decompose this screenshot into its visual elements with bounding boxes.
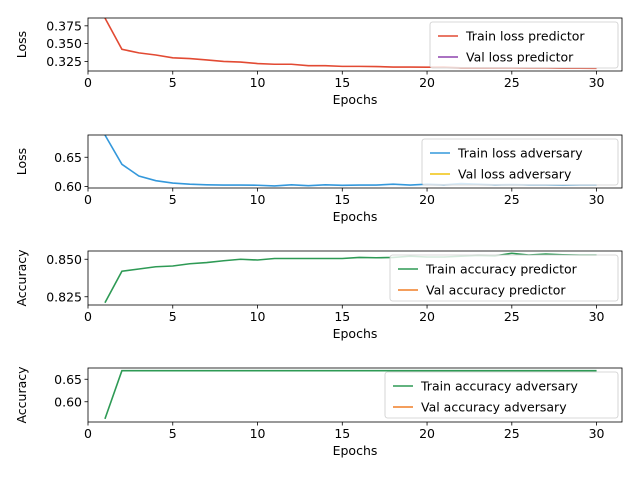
x-tick-label: 30 (589, 75, 605, 90)
y-tick-label: 0.325 (46, 54, 82, 69)
legend: Train loss predictor Val loss predictor (429, 21, 619, 69)
x-tick-label: 10 (250, 75, 266, 90)
y-axis-label: Loss (14, 31, 29, 58)
y-tick-label: 0.65 (54, 372, 82, 387)
y-tick-label: 0.350 (46, 36, 82, 51)
y-tick-label: 0.65 (54, 150, 82, 165)
x-tick-label: 15 (334, 192, 350, 207)
y-tick-label: 0.825 (46, 289, 82, 304)
legend-entry: Train loss adversary (457, 146, 583, 161)
chart-panel-3: 0 5 10 15 20 25 30 0.825 0.850 Epochs Accuracy Trai… (14, 249, 623, 341)
x-axis-label: Epochs (333, 209, 378, 224)
x-tick-label: 30 (589, 309, 605, 324)
x-tick-label: 20 (419, 75, 435, 90)
legend: Train loss adversary Val loss adversary (421, 138, 619, 186)
chart-panel-4: 0 5 10 15 20 25 30 0.60 0.65 Epochs Accuracy Train … (14, 366, 623, 458)
legend-entry: Train accuracy adversary (420, 379, 578, 394)
legend-entry: Val loss predictor (466, 50, 574, 65)
legend-box (429, 21, 619, 69)
legend-entry: Val accuracy adversary (421, 400, 567, 415)
axes-frame (87, 250, 623, 306)
x-tick-label: 30 (589, 426, 605, 441)
x-tick-label: 15 (334, 426, 350, 441)
x-tick-label: 15 (334, 75, 350, 90)
x-tick-label: 0 (84, 309, 92, 324)
x-tick-label: 20 (419, 192, 435, 207)
legend-entry: Train accuracy predictor (425, 262, 578, 277)
axes-frame (87, 17, 623, 72)
x-tick-label: 5 (169, 192, 177, 207)
x-tick-label: 10 (250, 309, 266, 324)
x-tick-label: 0 (84, 192, 92, 207)
series-line-1 (104, 252, 597, 304)
x-tick-label: 15 (334, 309, 350, 324)
y-tick-label: 0.60 (54, 179, 82, 194)
y-axis-label: Accuracy (14, 249, 29, 307)
series-line-1 (104, 369, 597, 420)
axes-frame (87, 134, 623, 189)
x-tick-label: 10 (250, 426, 266, 441)
x-tick-label: 5 (169, 426, 177, 441)
x-tick-label: 20 (419, 426, 435, 441)
legend-entry: Val loss adversary (458, 167, 572, 182)
legend-entry: Val accuracy predictor (426, 283, 566, 298)
x-tick-label: 20 (419, 309, 435, 324)
x-tick-label: 25 (504, 192, 520, 207)
chart-panel-1: 0 5 10 15 20 25 30 0.325 0.350 0.375 Epochs Loss Tra… (14, 17, 623, 107)
legend-box (384, 371, 619, 419)
x-axis-label: Epochs (333, 326, 378, 341)
axes-frame (87, 367, 623, 423)
x-tick-label: 0 (84, 426, 92, 441)
x-tick-label: 30 (589, 192, 605, 207)
y-tick-label: 0.850 (46, 252, 82, 267)
y-tick-label: 0.60 (54, 394, 82, 409)
legend-box (421, 138, 619, 186)
legend: Train accuracy predictor Val accuracy pre… (389, 254, 619, 302)
x-tick-label: 10 (250, 192, 266, 207)
x-tick-label: 5 (169, 309, 177, 324)
x-tick-label: 0 (84, 75, 92, 90)
chart-panel-2: 0 5 10 15 20 25 30 0.60 0.65 Epochs Loss Train loss… (14, 134, 623, 224)
legend-entry: Train loss predictor (465, 29, 585, 44)
y-axis-label: Loss (14, 148, 29, 175)
legend-box (389, 254, 619, 302)
legend: Train accuracy adversary Val accuracy adv… (384, 371, 619, 419)
x-tick-label: 25 (504, 75, 520, 90)
y-axis-label: Accuracy (14, 366, 29, 424)
x-tick-label: 5 (169, 75, 177, 90)
x-tick-label: 25 (504, 426, 520, 441)
x-axis-label: Epochs (333, 443, 378, 458)
y-tick-label: 0.375 (46, 18, 82, 33)
x-axis-label: Epochs (333, 92, 378, 107)
x-tick-label: 25 (504, 309, 520, 324)
